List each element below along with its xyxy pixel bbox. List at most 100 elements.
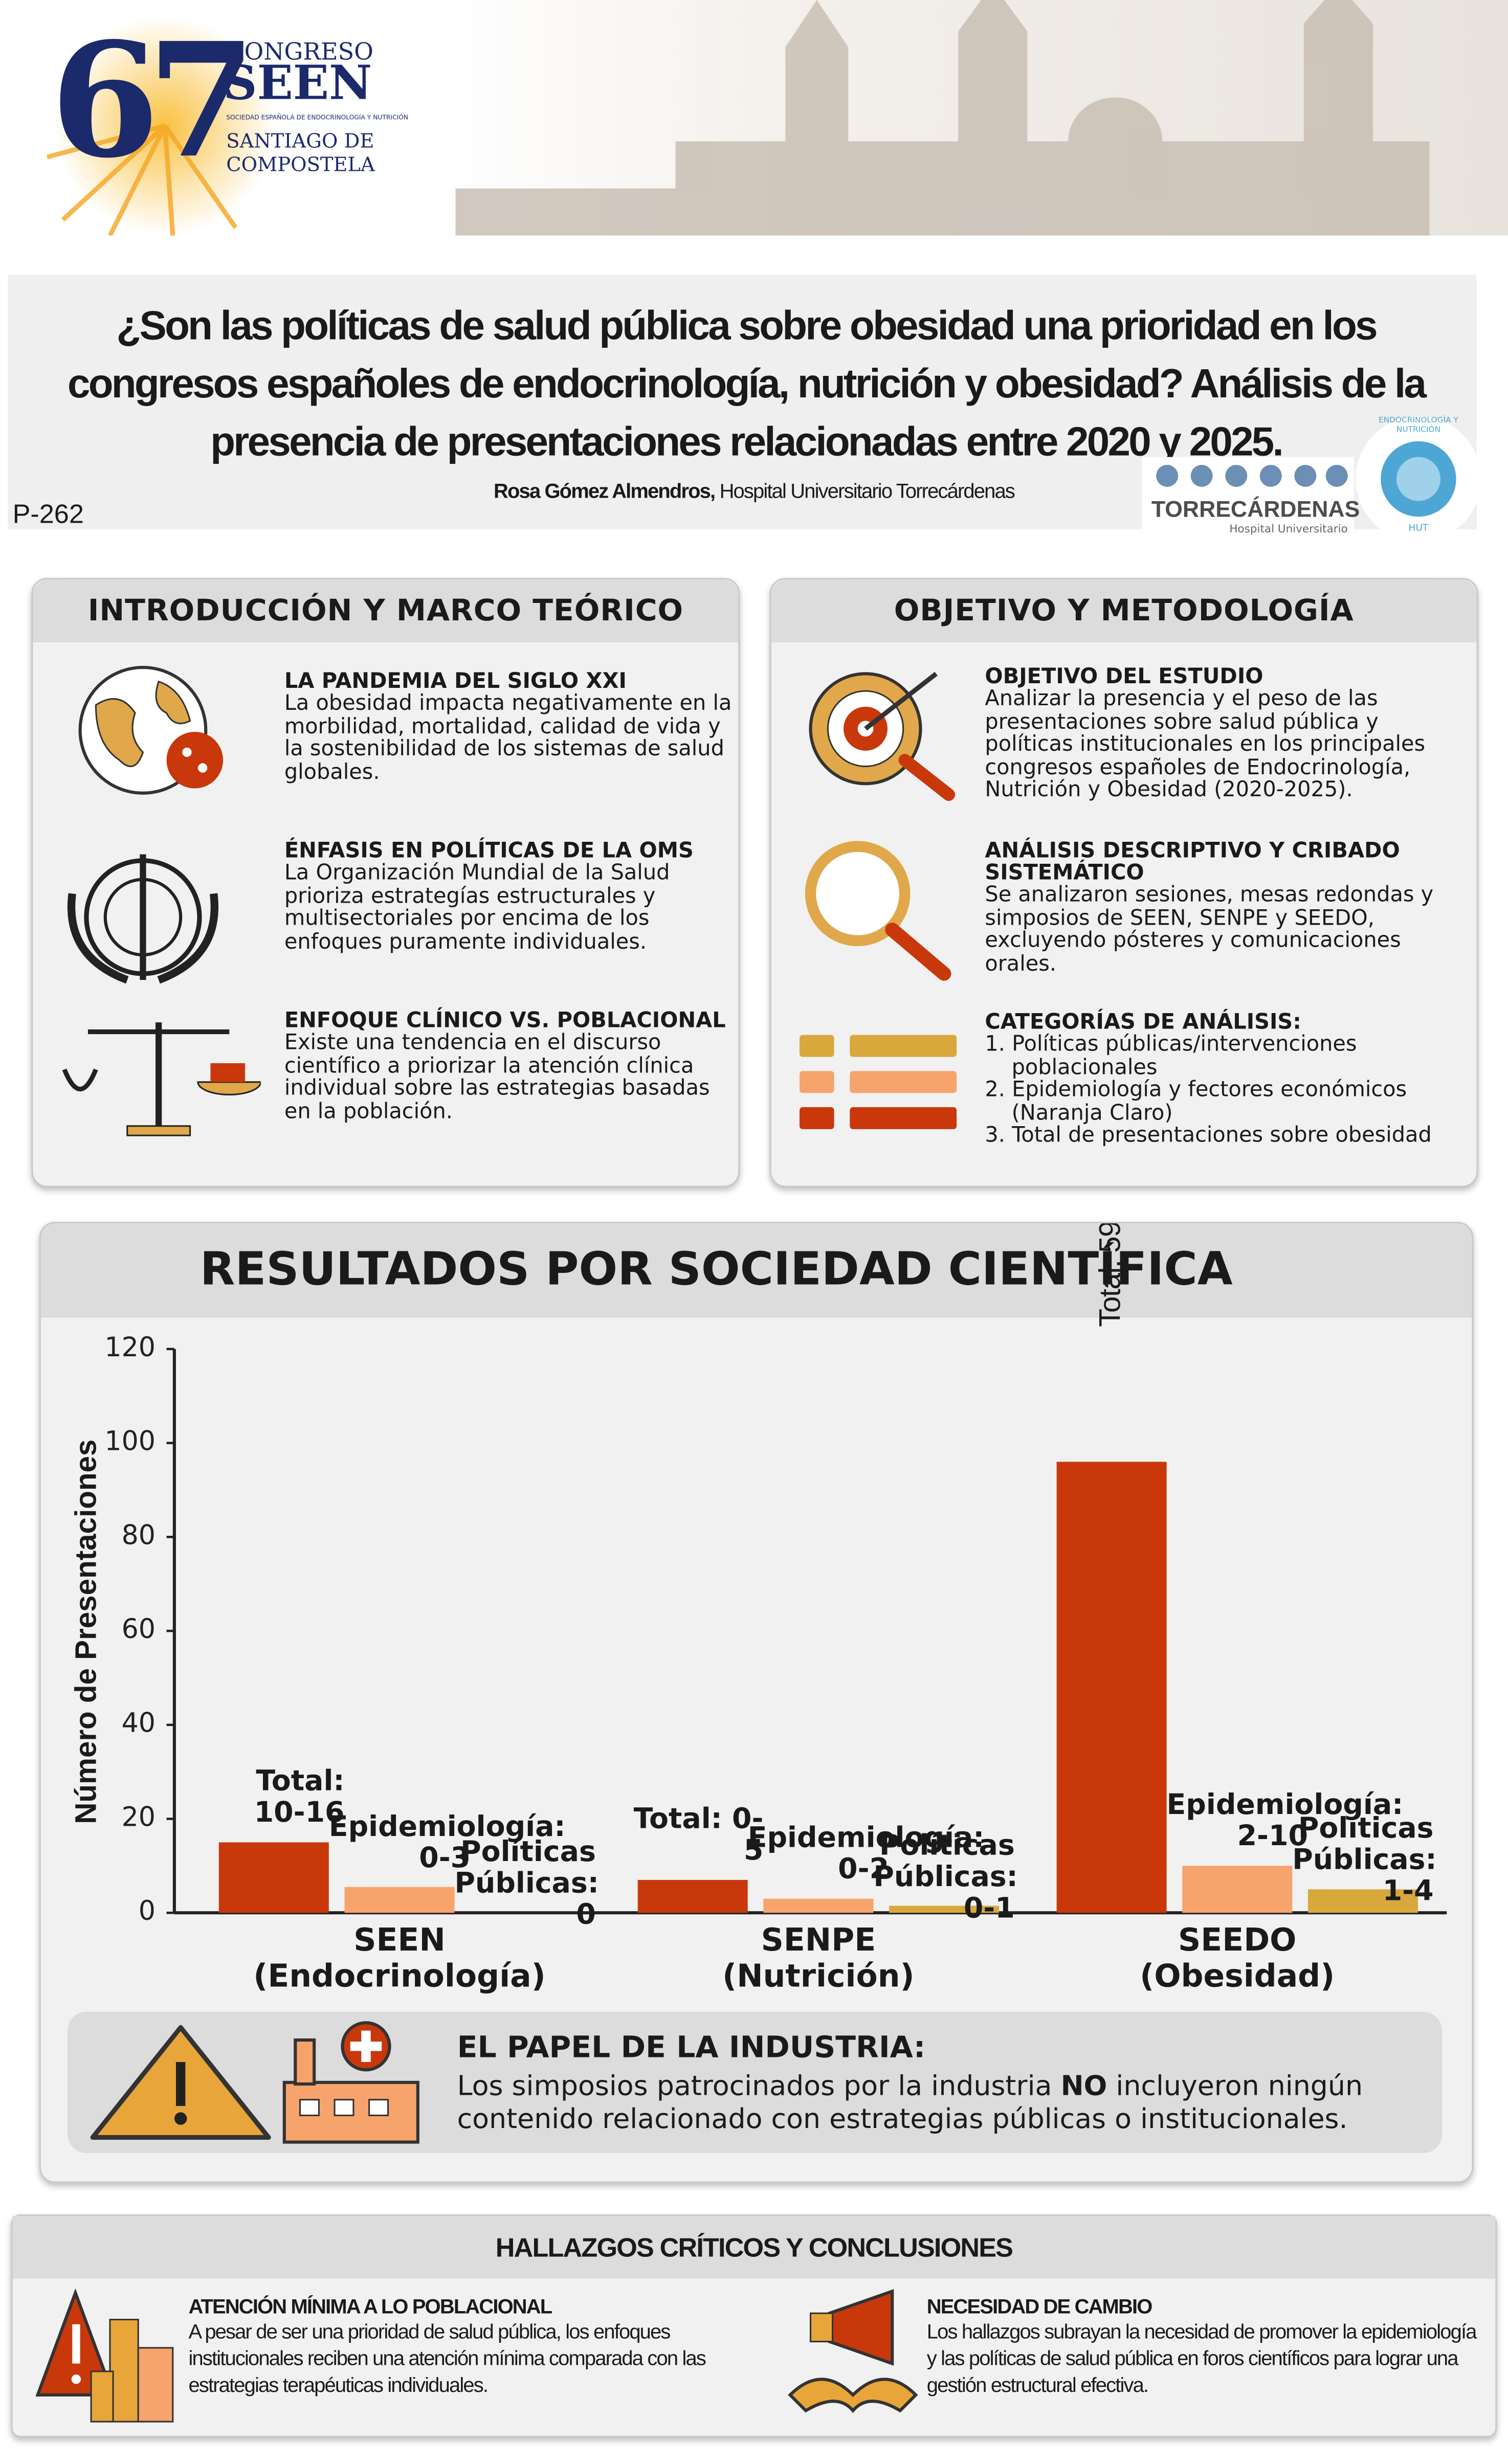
header: 67 CONGRESO SEEN SOCIEDAD ESPAÑOLA DE EN…	[0, 0, 1508, 236]
x-tick-label: SENPE (Nutrición)	[722, 1920, 915, 1995]
bar-label: Epidemiología: 2-10	[1166, 1788, 1404, 1853]
intro-item: ÉNFASIS EN POLÍTICAS DE LA OMS La Organi…	[284, 840, 732, 953]
methods-item: CATEGORÍAS DE ANÁLISIS: 1. Políticas púb…	[985, 1012, 1472, 1148]
poster-id: P-262	[12, 499, 84, 529]
society-name: SEEN	[223, 56, 372, 112]
item-title: NECESIDAD DE CAMBIO	[926, 2294, 1152, 2318]
item-title: ATENCIÓN MÍNIMA A LO POBLACIONAL	[188, 2294, 552, 2318]
bar	[637, 1879, 748, 1913]
item-text: Se analizaron sesiones, mesas redondas y…	[985, 882, 1434, 976]
intro-item: ENFOQUE CLÍNICO VS. POBLACIONAL Existe u…	[284, 1010, 732, 1123]
society-full: SOCIEDAD ESPAÑOLA DE ENDOCRINOLOGÍA Y NU…	[226, 113, 409, 121]
methods-item: ANÁLISIS DESCRIPTIVO Y CRIBADO SISTEMÁTI…	[985, 840, 1464, 975]
unit-logo-sub: HUT	[1408, 523, 1429, 534]
item-title: CATEGORÍAS DE ANÁLISIS:	[985, 1010, 1301, 1035]
item-title: OBJETIVO DEL ESTUDIO	[985, 664, 1263, 690]
industry-emphasis: NO	[1060, 2071, 1107, 2103]
author: Rosa Gómez Almendros,	[493, 479, 716, 503]
poster-title: ¿Son las políticas de salud pública sobr…	[67, 301, 1427, 465]
results-header	[40, 1223, 1472, 1318]
congress-word: CONGRESO	[226, 37, 373, 66]
hospital-logo-sub: Hospital Universitario	[1229, 523, 1348, 536]
industry-icons	[90, 2021, 419, 2144]
title-box: ¿Son las políticas de salud pública sobr…	[8, 275, 1481, 542]
results-panel: RESULTADOS POR SOCIEDAD CIENTÍFICA Número…	[39, 1222, 1474, 2183]
y-tick-label: 100	[104, 1426, 156, 1457]
x-tick-label: SEEDO (Obesidad)	[1140, 1920, 1335, 1995]
x-tick-label: SEEN (Endocrinología)	[253, 1920, 546, 1995]
industry-text-before: Los simposios patrocinados por la indust…	[457, 2071, 1052, 2103]
bar	[889, 1906, 1000, 1913]
list-item: 1. Políticas públicas/intervenciones pob…	[985, 1032, 1357, 1080]
y-tick-label: 0	[139, 1896, 156, 1927]
y-tick-label: 80	[122, 1520, 156, 1551]
affiliation: Hospital Universitario Torrecárdenas	[719, 479, 1015, 503]
bar	[763, 1898, 874, 1913]
item-title: ENFOQUE CLÍNICO VS. POBLACIONAL	[284, 1008, 726, 1034]
bar-label: Total: 10-16	[254, 1765, 345, 1830]
bar	[218, 1842, 329, 1913]
unit-logo-art	[1381, 441, 1456, 517]
intro-panel: INTRODUCCIÓN Y MARCO TEÓRICO LA PANDEMIA…	[31, 578, 740, 1188]
bar-label: Políticas Públicas: 0	[454, 1835, 599, 1932]
item-text: Los hallazgos subrayan la necesidad de p…	[926, 2319, 1477, 2397]
bar-label: Políticas Públicas: 1-4	[1292, 1812, 1437, 1909]
unit-logo-ring: ENDOCRINOLOGÍA Y NUTRICIÓN	[1378, 416, 1458, 435]
industry-text-after: incluyeron ningún contenido relacionado …	[457, 2071, 1363, 2136]
intro-item: LA PANDEMIA DEL SIGLO XXI La obesidad im…	[284, 670, 732, 783]
list-item: 3. Total de presentaciones sobre obesida…	[985, 1123, 1432, 1148]
bar-label: Epidemiología: 0-2	[747, 1822, 985, 1887]
authors: Rosa Gómez Almendros, Hospital Universit…	[401, 479, 1107, 503]
panel-heading: INTRODUCCIÓN Y MARCO TEÓRICO	[33, 579, 739, 642]
chart: RESULTADOS POR SOCIEDAD CIENTÍFICA Número…	[69, 1242, 1447, 1927]
city: SANTIAGO DE	[226, 128, 374, 152]
item-title: ÉNFASIS EN POLÍTICAS DE LA OMS	[284, 838, 694, 864]
y-tick-label: 120	[104, 1332, 156, 1363]
item-title: LA PANDEMIA DEL SIGLO XXI	[284, 669, 627, 695]
logo-icons	[1156, 464, 1348, 487]
bar-label: Total: 59-115	[1094, 1222, 1127, 1327]
methods-item: OBJETIVO DEL ESTUDIO Analizar la presenc…	[985, 666, 1464, 802]
unit-logo: ENDOCRINOLOGÍA Y NUTRICIÓN HUT	[1356, 416, 1481, 542]
bar-label: Total: 0-5	[633, 1803, 764, 1868]
item-title: ANÁLISIS DESCRIPTIVO Y CRIBADO SISTEMÁTI…	[985, 838, 1400, 886]
intro-icons	[62, 666, 261, 1136]
y-tick-label: 20	[122, 1802, 156, 1832]
item-text: Analizar la presencia y el peso de las p…	[985, 686, 1426, 803]
item-text: La Organización Mundial de la Salud prio…	[284, 860, 670, 954]
header-art	[46, 0, 1508, 236]
bar	[344, 1887, 455, 1913]
industry-box: EL PAPEL DE LA INDUSTRIA: Los simposios …	[68, 2011, 1442, 2154]
bar	[1307, 1889, 1418, 1913]
methods-panel: OBJETIVO Y METODOLOGÍA OBJETIVO DEL ESTU…	[769, 578, 1478, 1188]
hospital-logo-name: TORRECÁRDENAS	[1151, 498, 1360, 523]
panel-heading: OBJETIVO Y METODOLOGÍA	[771, 579, 1477, 642]
item-text: A pesar de ser una prioridad de salud pú…	[188, 2319, 706, 2397]
item-text: La obesidad impacta negativamente en la …	[284, 691, 732, 785]
hospital-logo: TORRECÁRDENAS Hospital Universitario	[1142, 457, 1360, 542]
conclusion-icon	[35, 2288, 174, 2423]
methods-icons	[800, 671, 957, 1129]
conclusions-heading: HALLAZGOS CRÍTICOS Y CONCLUSIONES	[12, 2215, 1496, 2279]
conclusion-icon	[788, 2289, 918, 2413]
conclusion-item: ATENCIÓN MÍNIMA A LO POBLACIONAL A pesar…	[188, 2294, 769, 2398]
chart-title: RESULTADOS POR SOCIEDAD CIENTÍFICA	[200, 1242, 1233, 1296]
city: COMPOSTELA	[226, 152, 375, 176]
item-text: Existe una tendencia en el discurso cien…	[284, 1030, 710, 1124]
congress-number: 67	[50, 8, 256, 193]
conclusions-panel: HALLAZGOS CRÍTICOS Y CONCLUSIONES ATENCI…	[11, 2214, 1497, 2437]
industry-text: Los simposios patrocinados por la indust…	[457, 2071, 1431, 2137]
y-tick-label: 60	[122, 1614, 156, 1645]
y-axis-label: Número de Presentaciones	[69, 1440, 102, 1824]
bar	[1182, 1866, 1293, 1913]
y-tick-label: 40	[122, 1708, 156, 1739]
list-item: 2. Epidemiología y fectores económicos (…	[985, 1077, 1407, 1126]
bar-label: Políticas Públicas: 0-1	[873, 1828, 1018, 1925]
bar-label: Epidemiología: 0-3	[328, 1810, 566, 1875]
industry-title: EL PAPEL DE LA INDUSTRIA:	[457, 2030, 926, 2066]
bar	[1056, 1462, 1167, 1913]
chart-labels: SEEN (Endocrinología) Total: 10-16 Epidemi…	[41, 1223, 1472, 2181]
